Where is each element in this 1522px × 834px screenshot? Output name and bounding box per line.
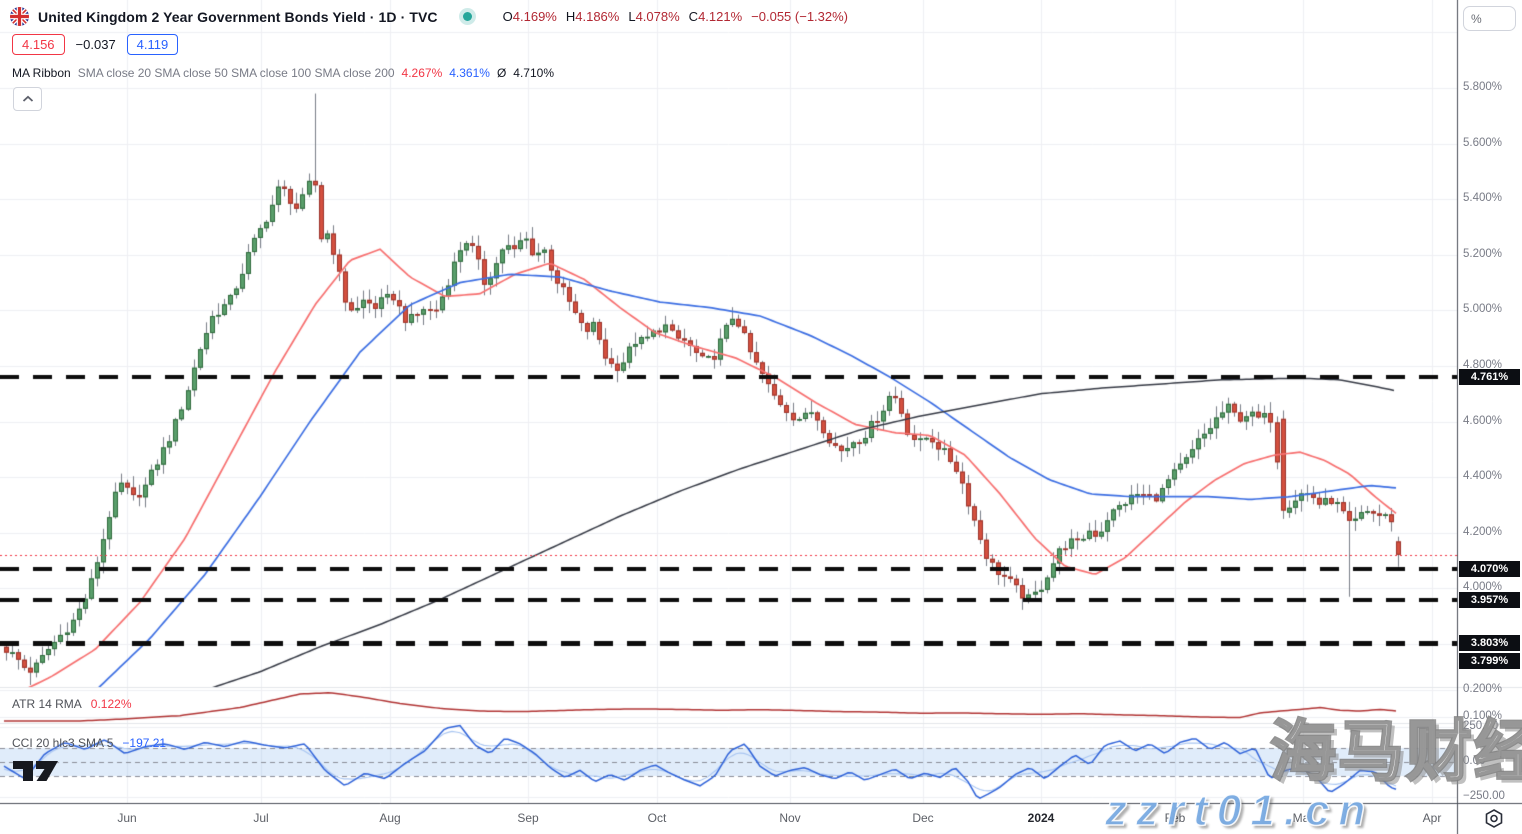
atr-name: ATR 14 RMA — [12, 697, 82, 711]
time-axis-label: 2024 — [1027, 811, 1055, 825]
price-axis-label: 5.800% — [1463, 81, 1503, 93]
sma100-null-value: Ø — [496, 66, 507, 80]
price-axis-label: 4.800% — [1463, 359, 1503, 371]
collapse-legend-button[interactable] — [13, 87, 42, 111]
high-value: 4.186% — [575, 9, 620, 24]
uk-flag-icon — [10, 7, 29, 26]
time-axis-label: Dec — [912, 811, 934, 825]
level-price-badge: 3.957% — [1459, 592, 1520, 609]
atr-axis-label: 0.200% — [1463, 683, 1503, 695]
lower-price-badge: 4.119 — [126, 34, 179, 55]
time-axis-label: Aug — [379, 811, 401, 825]
close-value: 4.121% — [698, 9, 743, 24]
atr-value: 0.122% — [90, 697, 132, 711]
sma20-value: 4.267% — [401, 66, 443, 80]
ohlc-values: O4.169% H4.186% L4.078% C4.121% −0.055 (… — [502, 9, 849, 24]
symbol-title[interactable]: United Kingdom 2 Year Government Bonds Y… — [38, 8, 438, 25]
tradingview-logo[interactable] — [13, 761, 59, 787]
low-value: 4.078% — [635, 9, 680, 24]
time-axis-label: Jun — [117, 811, 137, 825]
level-price-badge: 4.761% — [1459, 368, 1520, 385]
price-badges-row: 4.156 −0.037 4.119 — [12, 34, 179, 55]
sma50-value: 4.361% — [449, 66, 490, 80]
spread-value: −0.037 — [75, 37, 116, 52]
price-axis-label: 5.200% — [1463, 247, 1503, 260]
chevron-up-icon — [22, 95, 34, 103]
price-scale-unit-button[interactable]: % — [1463, 6, 1516, 31]
time-axis-label: Oct — [647, 811, 667, 825]
time-axis-label: Apr — [1422, 811, 1442, 825]
upper-price-badge: 4.156 — [12, 34, 65, 55]
time-axis-label: Nov — [779, 811, 801, 825]
price-axis-label: 4.600% — [1463, 414, 1503, 427]
price-axis-label: 4.200% — [1463, 525, 1503, 538]
price-axis-label: 5.000% — [1463, 303, 1503, 316]
price-axis-label: 4.400% — [1463, 470, 1503, 483]
ma-ribbon-params: SMA close 20 SMA close 50 SMA close 100 … — [77, 66, 395, 80]
time-axis-label: Sep — [517, 811, 539, 825]
level-price-badge: 3.803% — [1459, 635, 1520, 652]
price-axis-label: 5.600% — [1463, 136, 1503, 149]
sma200-value: 4.710% — [513, 66, 554, 80]
price-axis-label: 5.400% — [1463, 192, 1503, 205]
cci-value: −197.21 — [122, 736, 167, 750]
market-status-dot[interactable] — [462, 12, 472, 21]
open-value: 4.169% — [512, 9, 557, 24]
symbol-legend-row: United Kingdom 2 Year Government Bonds Y… — [10, 7, 848, 26]
gear-icon[interactable] — [1482, 808, 1506, 829]
level-price-badge: 3.799% — [1459, 653, 1520, 670]
cci-axis-label: −250.00 — [1463, 790, 1505, 802]
ma-ribbon-name: MA Ribbon — [12, 66, 71, 80]
level-price-badge: 4.070% — [1459, 560, 1520, 577]
change-value: −0.055 (−1.32%) — [751, 9, 849, 24]
cci-name: CCI 20 hlc3 SMA 5 — [12, 736, 114, 750]
cci-legend[interactable]: CCI 20 hlc3 SMA 5 −197.21 — [12, 736, 166, 750]
time-axis-label: Feb — [1164, 811, 1186, 825]
atr-axis-label: 0.100% — [1463, 710, 1503, 722]
ma-ribbon-legend[interactable]: MA Ribbon SMA close 20 SMA close 50 SMA … — [12, 66, 554, 80]
time-axis-label: Mar — [1292, 811, 1314, 825]
time-axis-label: Jul — [253, 811, 269, 825]
cci-axis-label: 250.00 — [1463, 720, 1499, 732]
atr-legend[interactable]: ATR 14 RMA 0.122% — [12, 697, 132, 711]
price-axis-label: 4.000% — [1463, 581, 1503, 594]
cci-axis-label: 0.00 — [1463, 755, 1486, 767]
